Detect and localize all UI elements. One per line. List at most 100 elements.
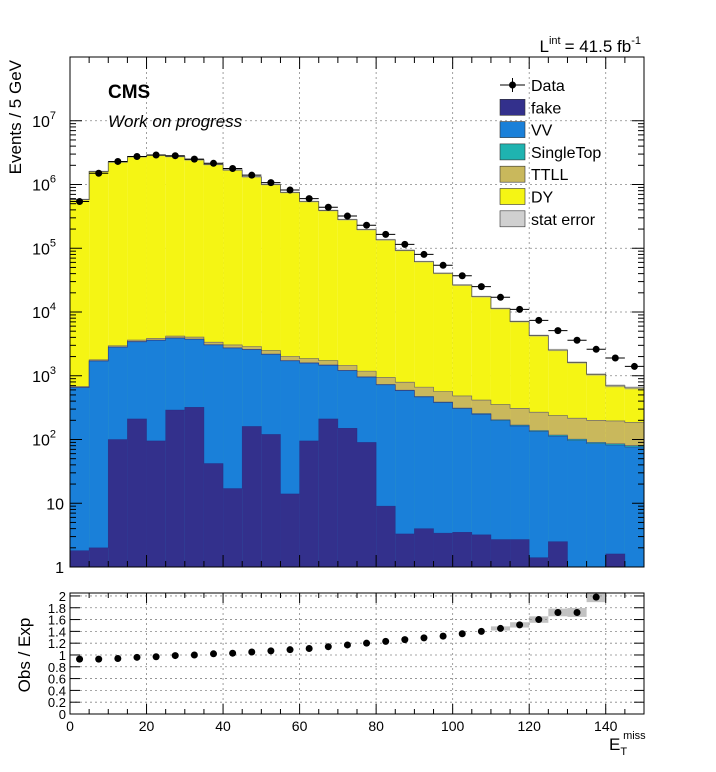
bar-fake [280, 493, 300, 567]
bar-vv [395, 390, 415, 567]
ratio-y-tick-label: 1.6 [48, 613, 66, 628]
x-tick-label: 100 [441, 718, 465, 734]
ratio-point [573, 608, 581, 616]
ratio-point [95, 655, 103, 663]
x-tick-label: 40 [215, 718, 231, 734]
stack-total-outline [70, 154, 644, 389]
bar-fake [357, 442, 377, 567]
y-tick-label-base: 10 [32, 178, 50, 195]
x-axis-label: ETmiss [609, 730, 646, 758]
bar-vv [567, 440, 587, 567]
data-point [190, 155, 198, 163]
ratio-point [210, 650, 217, 658]
data-point [210, 159, 217, 167]
bar-vv [605, 445, 625, 567]
x-tick-label: 140 [594, 718, 618, 734]
ratio-point [401, 636, 409, 644]
legend-entry: TTLL [499, 165, 568, 184]
data-point [114, 157, 122, 165]
ratio-y-tick-label: 0.4 [48, 683, 66, 698]
legend-entry: stat error [499, 210, 596, 229]
y-tick-label-exponent: 7 [50, 110, 56, 122]
ratio-point [133, 653, 141, 661]
ratio-point [497, 624, 504, 632]
data-point [324, 203, 332, 211]
lumi-value: = 41.5 fb [565, 37, 632, 56]
data-point [171, 152, 179, 160]
stacked-histograms [70, 154, 644, 568]
data-point [133, 152, 141, 160]
y-tick-label-base: 10 [32, 114, 50, 131]
y-tick-label: 10 [46, 496, 64, 513]
bar-fake [452, 532, 472, 567]
x-tick-label: 20 [139, 718, 155, 734]
legend-swatch-stat-error [499, 210, 526, 228]
ratio-y-tick-label: 0.8 [48, 660, 66, 675]
ratio-point [229, 649, 237, 657]
y-tick-label-exponent: 3 [50, 365, 56, 377]
ratio-y-axis-label: Obs / Exp [15, 618, 34, 693]
data-point [76, 198, 84, 206]
legend-entry: SingleTop [499, 143, 601, 162]
bar-vv [70, 387, 90, 567]
data-point [152, 151, 160, 159]
y-tick-label-exponent: 6 [50, 174, 56, 186]
bar-vv [471, 414, 491, 567]
ratio-point [554, 608, 562, 616]
data-point [286, 186, 294, 194]
legend-entry: DY [499, 188, 554, 207]
ratio-point [171, 652, 179, 660]
bar-vv [414, 397, 434, 567]
data-point [95, 169, 103, 177]
ratio-points [76, 593, 600, 663]
bar-fake [510, 539, 530, 567]
ratio-point [190, 651, 198, 659]
data-point [630, 362, 638, 370]
legend-label: stat error [531, 212, 596, 229]
data-point [611, 354, 619, 362]
y-tick-label-exponent: 5 [50, 237, 56, 249]
x-axis-label-sup: miss [623, 730, 646, 742]
data-point [420, 250, 428, 258]
bar-fake [605, 553, 625, 567]
ratio-plot-axes: 00.20.40.60.811.21.41.61.820 20 40 60 80 100 1… [48, 589, 645, 734]
legend-swatch [499, 143, 526, 161]
y-tick-label-base: 10 [46, 496, 64, 513]
cms-label: CMS [108, 82, 150, 103]
bar-fake [395, 533, 415, 567]
ratio-point [439, 632, 447, 640]
bar-fake [184, 407, 204, 567]
ratio-y-tick-label: 1.2 [48, 636, 66, 651]
ratio-point [324, 643, 332, 651]
y-tick-label: 1 [55, 560, 64, 577]
data-point [363, 221, 371, 229]
data-point [592, 345, 600, 353]
x-axis-label-sub: T [620, 746, 627, 758]
x-tick-label: 120 [518, 718, 542, 734]
ratio-point [152, 653, 160, 661]
series-fake [70, 406, 644, 568]
data-point [516, 305, 524, 313]
y-tick-label-base: 10 [32, 433, 50, 450]
ratio-point [343, 641, 351, 649]
ratio-point [76, 655, 84, 663]
bar-vv [452, 408, 472, 567]
bar-fake [337, 428, 357, 567]
bar-fake [318, 418, 338, 567]
y-tick-label: 105 [32, 237, 56, 258]
bar-vv [89, 361, 109, 567]
y-tick-label-base: 1 [55, 560, 64, 577]
legend-swatch [499, 165, 526, 183]
legend-swatch [499, 99, 526, 116]
bar-fake [433, 533, 453, 567]
legend-data-marker [509, 81, 516, 89]
legend-entry: Data [500, 78, 565, 95]
data-point [439, 261, 447, 269]
bar-vv [529, 431, 549, 567]
bar-vv [586, 443, 606, 567]
outline-vv [70, 337, 644, 448]
bar-fake [203, 463, 224, 567]
data-point [535, 316, 543, 324]
ratio-point [114, 655, 122, 663]
